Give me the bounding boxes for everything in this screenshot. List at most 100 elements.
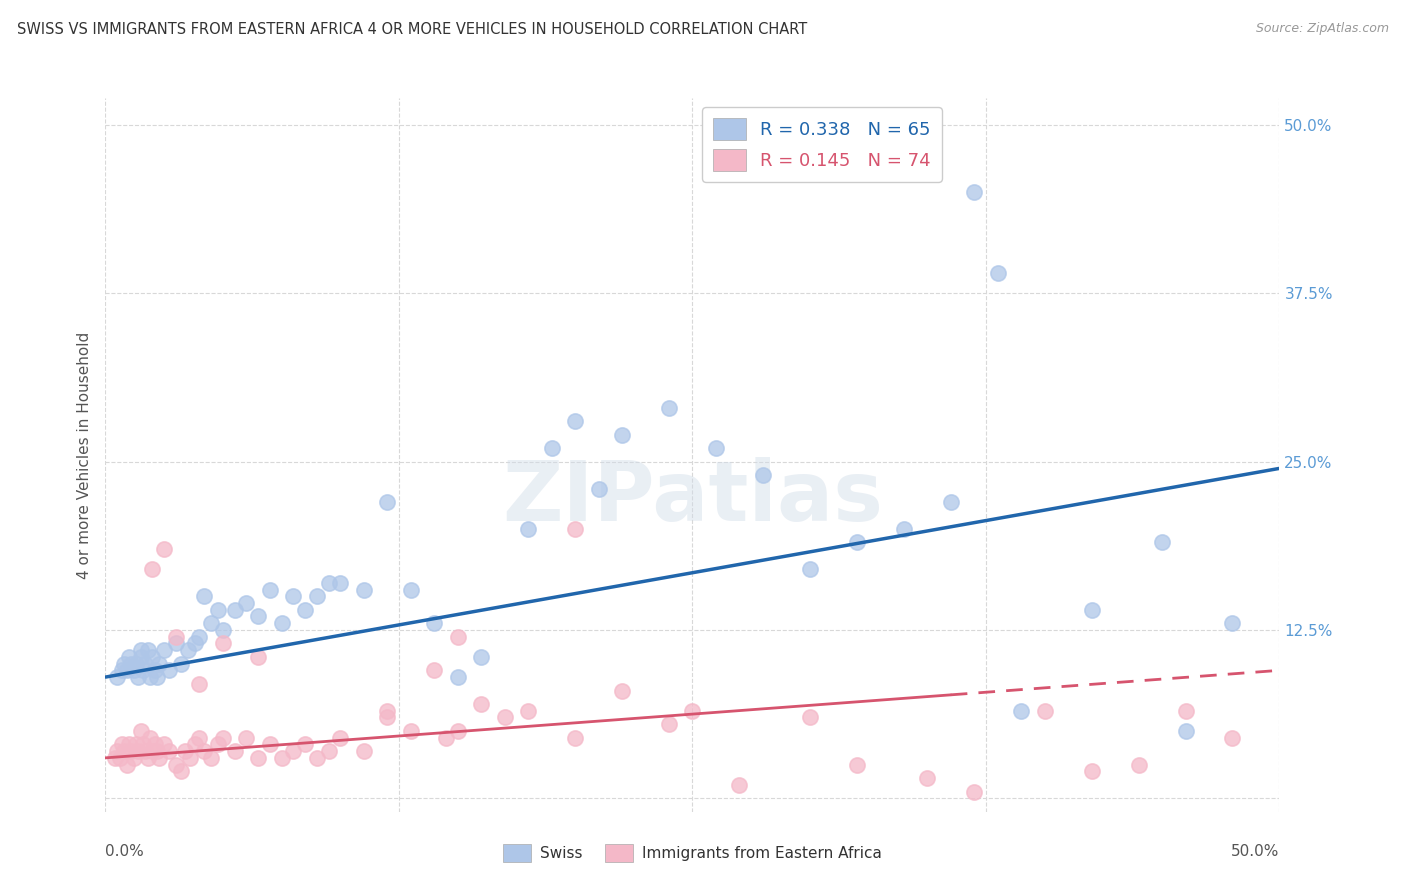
Point [174, 744, 197, 758]
Point [141, 562, 163, 576]
Point [146, 670, 169, 684]
Point [153, 542, 176, 557]
Point [752, 468, 775, 483]
Point [399, 582, 422, 597]
Point [148, 657, 170, 671]
Point [165, 757, 187, 772]
Point [283, 744, 305, 758]
Text: 0.0%: 0.0% [105, 845, 145, 859]
Point [153, 643, 176, 657]
Point [200, 751, 222, 765]
Point [375, 704, 398, 718]
Point [564, 522, 586, 536]
Point [104, 751, 127, 765]
Point [259, 738, 281, 752]
Point [193, 589, 215, 603]
Point [132, 664, 155, 678]
Point [247, 751, 270, 765]
Point [658, 717, 681, 731]
Point [517, 522, 540, 536]
Point [1080, 764, 1102, 779]
Point [270, 751, 292, 765]
Point [294, 738, 316, 752]
Point [799, 710, 821, 724]
Point [153, 738, 176, 752]
Point [112, 657, 135, 671]
Point [845, 757, 868, 772]
Point [305, 751, 328, 765]
Point [235, 596, 257, 610]
Point [728, 778, 751, 792]
Y-axis label: 4 or more Vehicles in Household: 4 or more Vehicles in Household [77, 331, 93, 579]
Point [169, 764, 191, 779]
Point [143, 738, 166, 752]
Point [259, 582, 281, 597]
Point [235, 731, 257, 745]
Point [108, 751, 131, 765]
Point [118, 649, 141, 664]
Point [610, 427, 633, 442]
Point [105, 744, 128, 758]
Point [224, 603, 246, 617]
Text: 50.0%: 50.0% [1232, 845, 1279, 859]
Point [141, 649, 163, 664]
Point [125, 738, 148, 752]
Point [305, 589, 328, 603]
Point [211, 623, 233, 637]
Point [211, 636, 233, 650]
Text: SWISS VS IMMIGRANTS FROM EASTERN AFRICA 4 OR MORE VEHICLES IN HOUSEHOLD CORRELAT: SWISS VS IMMIGRANTS FROM EASTERN AFRICA … [17, 22, 807, 37]
Point [470, 649, 492, 664]
Point [132, 738, 155, 752]
Point [329, 731, 352, 745]
Point [120, 657, 142, 671]
Point [1150, 535, 1173, 549]
Point [1010, 704, 1032, 718]
Text: Source: ZipAtlas.com: Source: ZipAtlas.com [1256, 22, 1389, 36]
Point [139, 731, 162, 745]
Point [224, 744, 246, 758]
Point [704, 441, 727, 455]
Point [139, 670, 162, 684]
Point [165, 630, 187, 644]
Point [564, 414, 586, 428]
Point [446, 630, 468, 644]
Point [1222, 616, 1244, 631]
Point [588, 482, 610, 496]
Point [129, 649, 152, 664]
Point [188, 731, 211, 745]
Point [125, 657, 148, 671]
Point [176, 643, 198, 657]
Point [845, 535, 868, 549]
Point [183, 636, 205, 650]
Point [179, 751, 201, 765]
Point [375, 710, 398, 724]
Point [127, 670, 149, 684]
Point [157, 664, 180, 678]
Point [963, 784, 986, 798]
Point [517, 704, 540, 718]
Point [1174, 723, 1197, 738]
Point [1080, 603, 1102, 617]
Point [247, 649, 270, 664]
Point [112, 744, 135, 758]
Point [169, 657, 191, 671]
Point [610, 683, 633, 698]
Point [470, 697, 492, 711]
Point [146, 744, 169, 758]
Point [658, 401, 681, 415]
Point [1128, 757, 1150, 772]
Point [136, 643, 159, 657]
Point [564, 731, 586, 745]
Point [207, 603, 229, 617]
Point [329, 575, 352, 590]
Point [540, 441, 562, 455]
Point [122, 664, 145, 678]
Point [111, 664, 134, 678]
Point [446, 670, 468, 684]
Point [1033, 704, 1056, 718]
Point [129, 723, 152, 738]
Point [318, 575, 340, 590]
Point [423, 664, 446, 678]
Point [200, 616, 222, 631]
Point [915, 771, 938, 785]
